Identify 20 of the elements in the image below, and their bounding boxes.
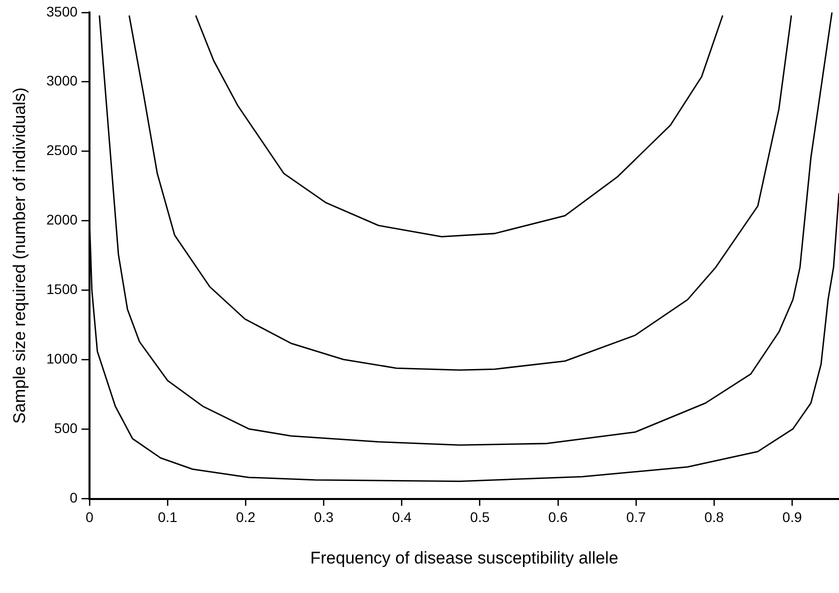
- x-tick-label: 0.4: [392, 509, 412, 526]
- y-tick-label: 0: [70, 490, 78, 506]
- y-tick-label: 2500: [46, 142, 78, 158]
- x-tick-label: 0: [86, 509, 94, 526]
- x-tick-label: 0.5: [470, 509, 490, 526]
- y-tick-label: 2000: [46, 212, 78, 228]
- y-tick-label: 3000: [46, 72, 78, 89]
- y-tick-label: 1500: [46, 281, 78, 298]
- y-tick-label: 3500: [46, 3, 78, 20]
- x-axis-title: Frequency of disease susceptibility allele: [310, 548, 618, 568]
- y-tick-label: 500: [54, 420, 78, 436]
- x-tick-label: 0.6: [548, 509, 568, 526]
- x-tick-label: 0.2: [236, 509, 256, 526]
- x-tick-label: 0.7: [626, 509, 646, 526]
- x-tick-label: 0.8: [704, 509, 724, 526]
- y-tick-label: 1000: [46, 350, 78, 367]
- y-axis-title: Sample size required (number of individuals): [10, 87, 29, 424]
- x-tick-label: 0.3: [314, 509, 334, 526]
- x-tick-label: 0.1: [158, 509, 178, 526]
- x-tick-label: 0.9: [782, 509, 802, 526]
